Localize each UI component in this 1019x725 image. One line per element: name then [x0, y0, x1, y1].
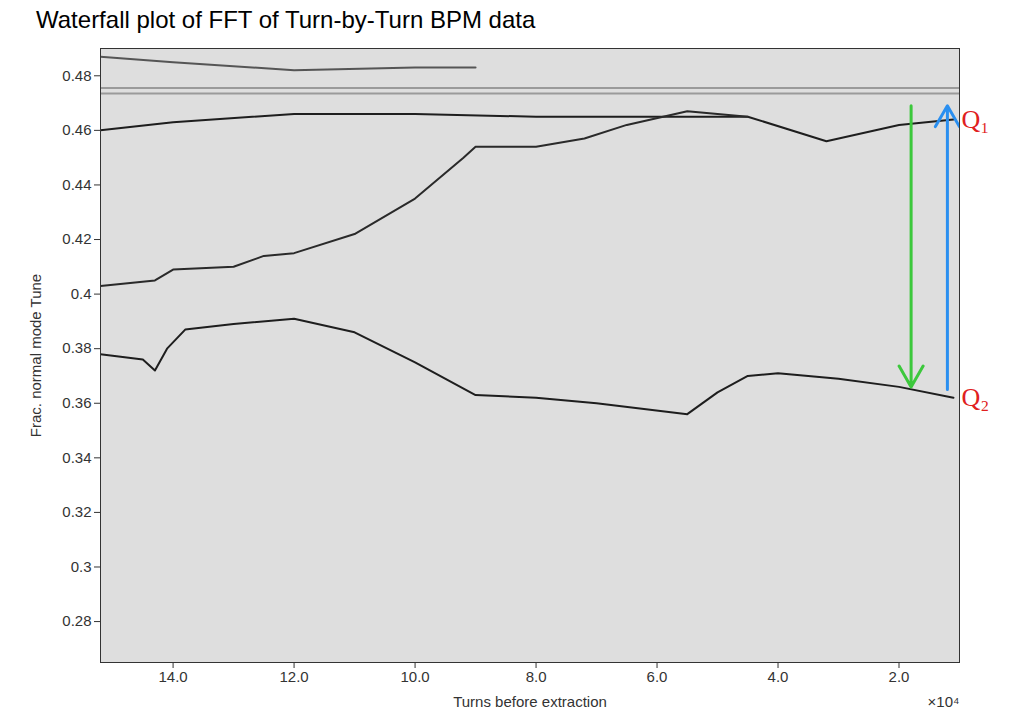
html-text:Waterfall plot of FFT of Turn-: Waterfall plot of FFT of Turn-by-Turn BP… — [36, 6, 536, 33]
svg-text:0.4: 0.4 — [71, 285, 92, 302]
svg-text:0.3: 0.3 — [71, 558, 92, 575]
svg-text:Q₂: Q₂ — [961, 383, 989, 412]
svg-text:0.28: 0.28 — [62, 612, 91, 629]
svg-text:2.0: 2.0 — [889, 668, 910, 685]
svg-text:8.0: 8.0 — [526, 668, 547, 685]
svg-text:Turns before extraction: Turns before extraction — [453, 693, 607, 710]
svg-text:0.42: 0.42 — [62, 230, 91, 247]
svg-text:0.34: 0.34 — [62, 449, 91, 466]
svg-text:4.0: 4.0 — [768, 668, 789, 685]
svg-text:0.44: 0.44 — [62, 176, 91, 193]
svg-text:12.0: 12.0 — [279, 668, 308, 685]
svg-text:0.46: 0.46 — [62, 121, 91, 138]
svg-text:10.0: 10.0 — [400, 668, 429, 685]
svg-text:14.0: 14.0 — [158, 668, 187, 685]
svg-text:0.36: 0.36 — [62, 394, 91, 411]
svg-text:6.0: 6.0 — [647, 668, 668, 685]
svg-text:×10⁴: ×10⁴ — [928, 693, 960, 710]
svg-text:Q₁: Q₁ — [961, 105, 989, 134]
svg-text:0.48: 0.48 — [62, 67, 91, 84]
svg-text:0.32: 0.32 — [62, 503, 91, 520]
svg-text:Frac. normal mode Tune: Frac. normal mode Tune — [27, 274, 44, 437]
svg-text:0.38: 0.38 — [62, 339, 91, 356]
